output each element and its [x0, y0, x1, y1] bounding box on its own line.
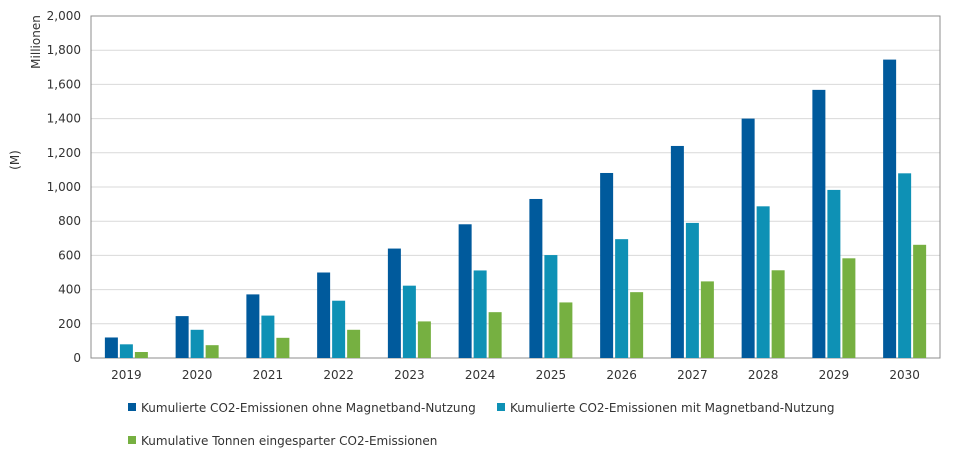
y-tick-label: 1,400 — [47, 112, 81, 126]
x-tick-label: 2028 — [748, 368, 779, 382]
bar-2-2026 — [615, 239, 629, 358]
bar-1-2027 — [670, 145, 684, 358]
bar-2-2030 — [898, 173, 912, 358]
x-tick-label: 2019 — [111, 368, 142, 382]
bar-1-2022 — [317, 272, 331, 358]
bar-1-2030 — [883, 59, 897, 358]
bar-3-2027 — [700, 281, 714, 358]
legend-swatch-2 — [497, 403, 505, 411]
y-tick-label: 800 — [58, 214, 81, 228]
y-tick-label: 1,800 — [47, 43, 81, 57]
legend-label-3: Kumulative Tonnen eingesparter CO2-Emiss… — [141, 434, 437, 448]
legend-label-1: Kumulierte CO2-Emissionen ohne Magnetban… — [141, 401, 476, 415]
y-tick-label: 1,200 — [47, 146, 81, 160]
bar-2-2020 — [190, 329, 204, 358]
bar-2-2025 — [544, 255, 558, 358]
bar-1-2029 — [812, 89, 826, 359]
bar-3-2028 — [771, 270, 785, 358]
bar-3-2019 — [134, 352, 148, 358]
y-tick-label: 1,600 — [47, 77, 81, 91]
bar-1-2025 — [529, 198, 543, 358]
x-tick-label: 2026 — [606, 368, 637, 382]
bar-3-2020 — [205, 345, 219, 358]
y-axis-unit-label: Millionen — [29, 15, 43, 69]
x-tick-label: 2025 — [536, 368, 567, 382]
bar-1-2024 — [458, 224, 472, 358]
x-tick-label: 2020 — [182, 368, 213, 382]
bar-2-2028 — [756, 206, 770, 358]
bar-1-2019 — [104, 337, 118, 358]
bar-1-2020 — [175, 316, 189, 358]
y-tick-label: 400 — [58, 283, 81, 297]
bar-3-2030 — [913, 244, 927, 358]
bar-2-2024 — [473, 270, 487, 358]
bar-2-2019 — [119, 344, 133, 358]
x-tick-label: 2021 — [253, 368, 284, 382]
bar-3-2029 — [842, 258, 856, 358]
x-tick-label: 2030 — [889, 368, 920, 382]
y-tick-label: 0 — [73, 351, 81, 365]
bar-2-2027 — [685, 222, 699, 358]
bar-1-2028 — [741, 118, 755, 358]
y-tick-label: 2,000 — [47, 9, 81, 23]
x-axis-tick-labels: 2019 2020 2021 2022 2023 2024 2025 2026 2027 2028… — [111, 368, 920, 382]
bar-3-2024 — [488, 312, 502, 358]
y-axis-tick-labels: 0 200 400 600 800 1,000 1,200 1,400 1,600 1,800 2,… — [47, 9, 81, 365]
bar-2-2021 — [261, 315, 275, 358]
bar-1-2023 — [387, 248, 401, 358]
y-axis-label: (M) — [8, 150, 22, 170]
bar-1-2021 — [246, 294, 260, 358]
bar-3-2026 — [630, 292, 644, 358]
y-tick-label: 600 — [58, 248, 81, 262]
x-tick-label: 2027 — [677, 368, 708, 382]
bar-2-2029 — [827, 189, 841, 358]
x-tick-label: 2023 — [394, 368, 425, 382]
x-tick-label: 2024 — [465, 368, 496, 382]
bar-3-2025 — [559, 302, 573, 358]
bar-1-2026 — [600, 172, 614, 358]
y-tick-label: 1,000 — [47, 180, 81, 194]
bar-3-2022 — [347, 329, 361, 358]
x-tick-label: 2029 — [819, 368, 850, 382]
bar-3-2023 — [417, 321, 431, 358]
plot-area-frame — [90, 15, 941, 359]
legend: Kumulierte CO2-Emissionen ohne Magnetban… — [128, 401, 835, 448]
bar-2-2022 — [332, 300, 346, 358]
x-tick-label: 2022 — [323, 368, 354, 382]
bars — [104, 59, 927, 359]
legend-label-2: Kumulierte CO2-Emissionen mit Magnetband… — [510, 401, 835, 415]
legend-swatch-3 — [128, 436, 136, 444]
bar-2-2023 — [402, 285, 416, 358]
gridlines — [91, 49, 940, 325]
legend-swatch-1 — [128, 403, 136, 411]
y-tick-label: 200 — [58, 317, 81, 331]
bar-3-2021 — [276, 337, 290, 358]
